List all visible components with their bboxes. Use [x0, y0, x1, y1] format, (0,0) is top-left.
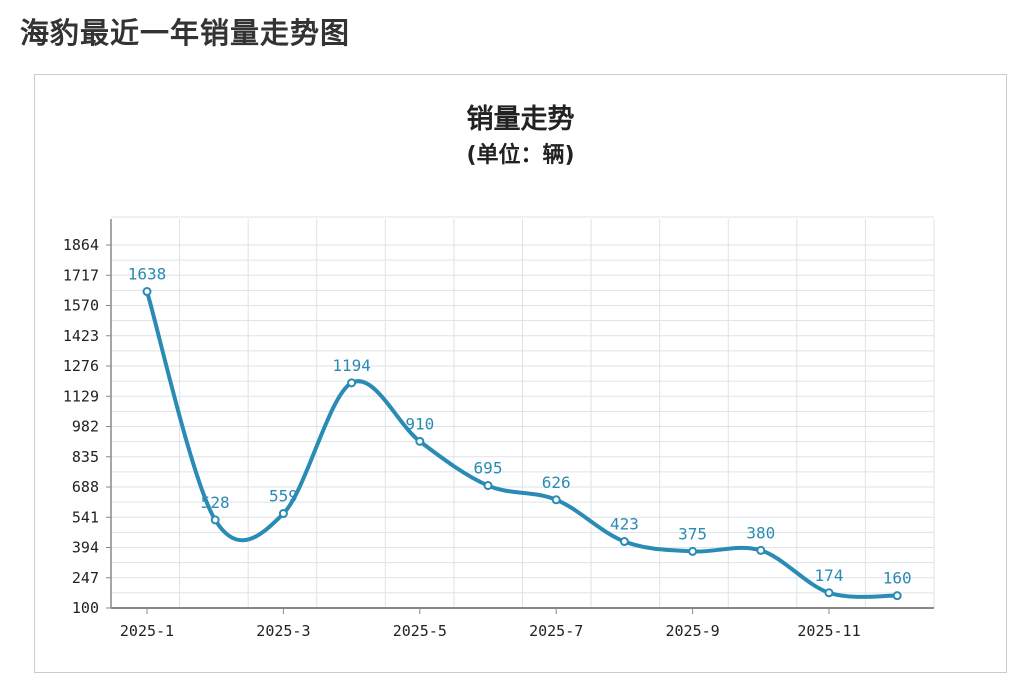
y-tick-label: 1423	[63, 327, 99, 345]
x-tick-label: 2025-7	[529, 622, 583, 640]
data-label: 695	[474, 459, 503, 478]
x-tick-label: 2025-9	[666, 622, 720, 640]
data-label: 174	[815, 566, 844, 585]
data-point	[619, 537, 629, 547]
data-point	[415, 436, 425, 446]
data-point	[210, 515, 220, 525]
data-point	[278, 509, 288, 519]
y-tick-label: 982	[72, 418, 99, 436]
data-point	[347, 378, 357, 388]
chart-container: 销量走势 (单位：辆) 100 247 394 541 688 835 982 1129 127…	[34, 74, 1007, 673]
x-tick-label: 2025-1	[120, 622, 174, 640]
y-tick-label: 394	[72, 539, 99, 557]
y-tick-label: 541	[72, 508, 99, 526]
y-tick-label: 1570	[63, 297, 99, 315]
data-label: 528	[201, 493, 230, 512]
data-label: 1194	[332, 356, 371, 375]
x-tick-label: 2025-3	[256, 622, 310, 640]
y-tick-label: 247	[72, 569, 99, 587]
y-tick-label: 835	[72, 448, 99, 466]
data-point	[892, 591, 902, 601]
data-label: 910	[405, 414, 434, 433]
data-label: 160	[883, 569, 912, 588]
data-label: 559	[269, 487, 298, 506]
y-tick-label: 1276	[63, 357, 99, 375]
data-label: 423	[610, 515, 639, 534]
data-label: 626	[542, 473, 571, 492]
chart-title: 销量走势	[466, 104, 575, 135]
data-label: 375	[678, 524, 707, 543]
data-point	[824, 588, 834, 598]
data-label: 380	[746, 523, 775, 542]
page-title: 海豹最近一年销量走势图	[20, 16, 351, 50]
x-tick-label: 2025-11	[797, 622, 860, 640]
chart-subtitle: (单位：辆)	[466, 143, 575, 168]
data-point	[142, 287, 152, 297]
data-point	[688, 546, 698, 556]
line-chart-plot: 100 247 394 541 688 835 982 1129 1276 1423 1570 171…	[63, 216, 935, 640]
data-point	[756, 545, 766, 555]
y-tick-label: 1129	[63, 387, 99, 405]
x-tick-label: 2025-5	[393, 622, 447, 640]
y-tick-label: 1717	[63, 266, 99, 284]
data-point	[483, 481, 493, 491]
data-point	[551, 495, 561, 505]
y-tick-label: 1864	[63, 236, 99, 254]
y-tick-label: 100	[72, 599, 99, 617]
y-tick-label: 688	[72, 478, 99, 496]
data-label: 1638	[128, 265, 167, 284]
